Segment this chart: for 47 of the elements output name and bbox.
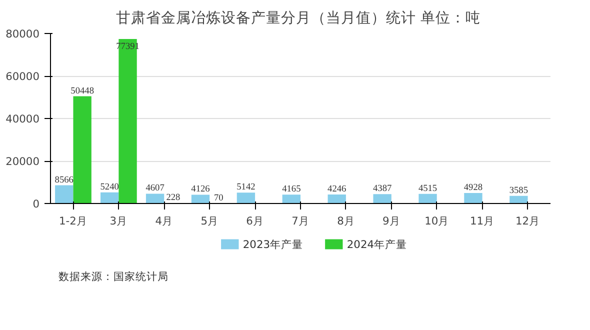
x-tick-label: 5月 (200, 214, 218, 228)
data-label: 4246 (328, 184, 347, 194)
bar (418, 194, 437, 204)
x-tick-label: 6月 (246, 214, 264, 228)
data-label: 228 (166, 193, 181, 204)
source-note: 数据来源：国家统计局 (58, 270, 168, 283)
chart-title: 甘肃省金属冶炼设备产量分月（当月值）统计 单位：吨 (116, 10, 481, 26)
bar (100, 192, 119, 204)
bar (282, 194, 300, 204)
data-label: 4165 (282, 184, 302, 195)
legend-label: 2023年产量 (242, 238, 304, 251)
bar (328, 194, 346, 204)
data-label: 4928 (464, 183, 483, 194)
x-tick-label: 1-2月 (59, 214, 88, 228)
x-tick-label: 3月 (110, 214, 128, 228)
bar (73, 96, 92, 204)
bar (464, 193, 482, 204)
bar (55, 185, 74, 204)
y-tick-label: 60000 (6, 70, 40, 83)
x-tick-label: 8月 (337, 214, 355, 228)
data-label: 50448 (70, 86, 94, 96)
data-label: 5240 (100, 182, 120, 192)
data-label: 4607 (146, 184, 165, 194)
bar (236, 192, 256, 204)
bar (510, 196, 528, 204)
data-label: 4126 (191, 184, 210, 195)
data-label: 70 (214, 193, 224, 204)
bar (191, 194, 210, 204)
data-label: 3585 (509, 186, 528, 196)
data-label: 5142 (236, 182, 256, 193)
data-label: 8566 (54, 175, 74, 186)
y-tick-label: 80000 (6, 28, 40, 40)
x-tick-label: 9月 (382, 214, 400, 228)
x-tick-label: 12月 (515, 214, 540, 228)
bar (146, 194, 164, 204)
y-tick-label: 20000 (6, 155, 40, 168)
x-tick-label: 4月 (155, 214, 174, 228)
x-tick-label: 7月 (292, 214, 310, 228)
legend-label: 2024年产量 (346, 238, 408, 251)
y-tick-label: 0 (32, 198, 40, 210)
x-tick-label: 11月 (470, 214, 495, 228)
data-label: 4515 (418, 184, 438, 194)
bar (373, 194, 392, 204)
y-tick-label: 40000 (6, 112, 40, 126)
x-tick-label: 10月 (424, 214, 450, 228)
data-label: 4387 (372, 184, 392, 194)
bar (118, 39, 137, 204)
